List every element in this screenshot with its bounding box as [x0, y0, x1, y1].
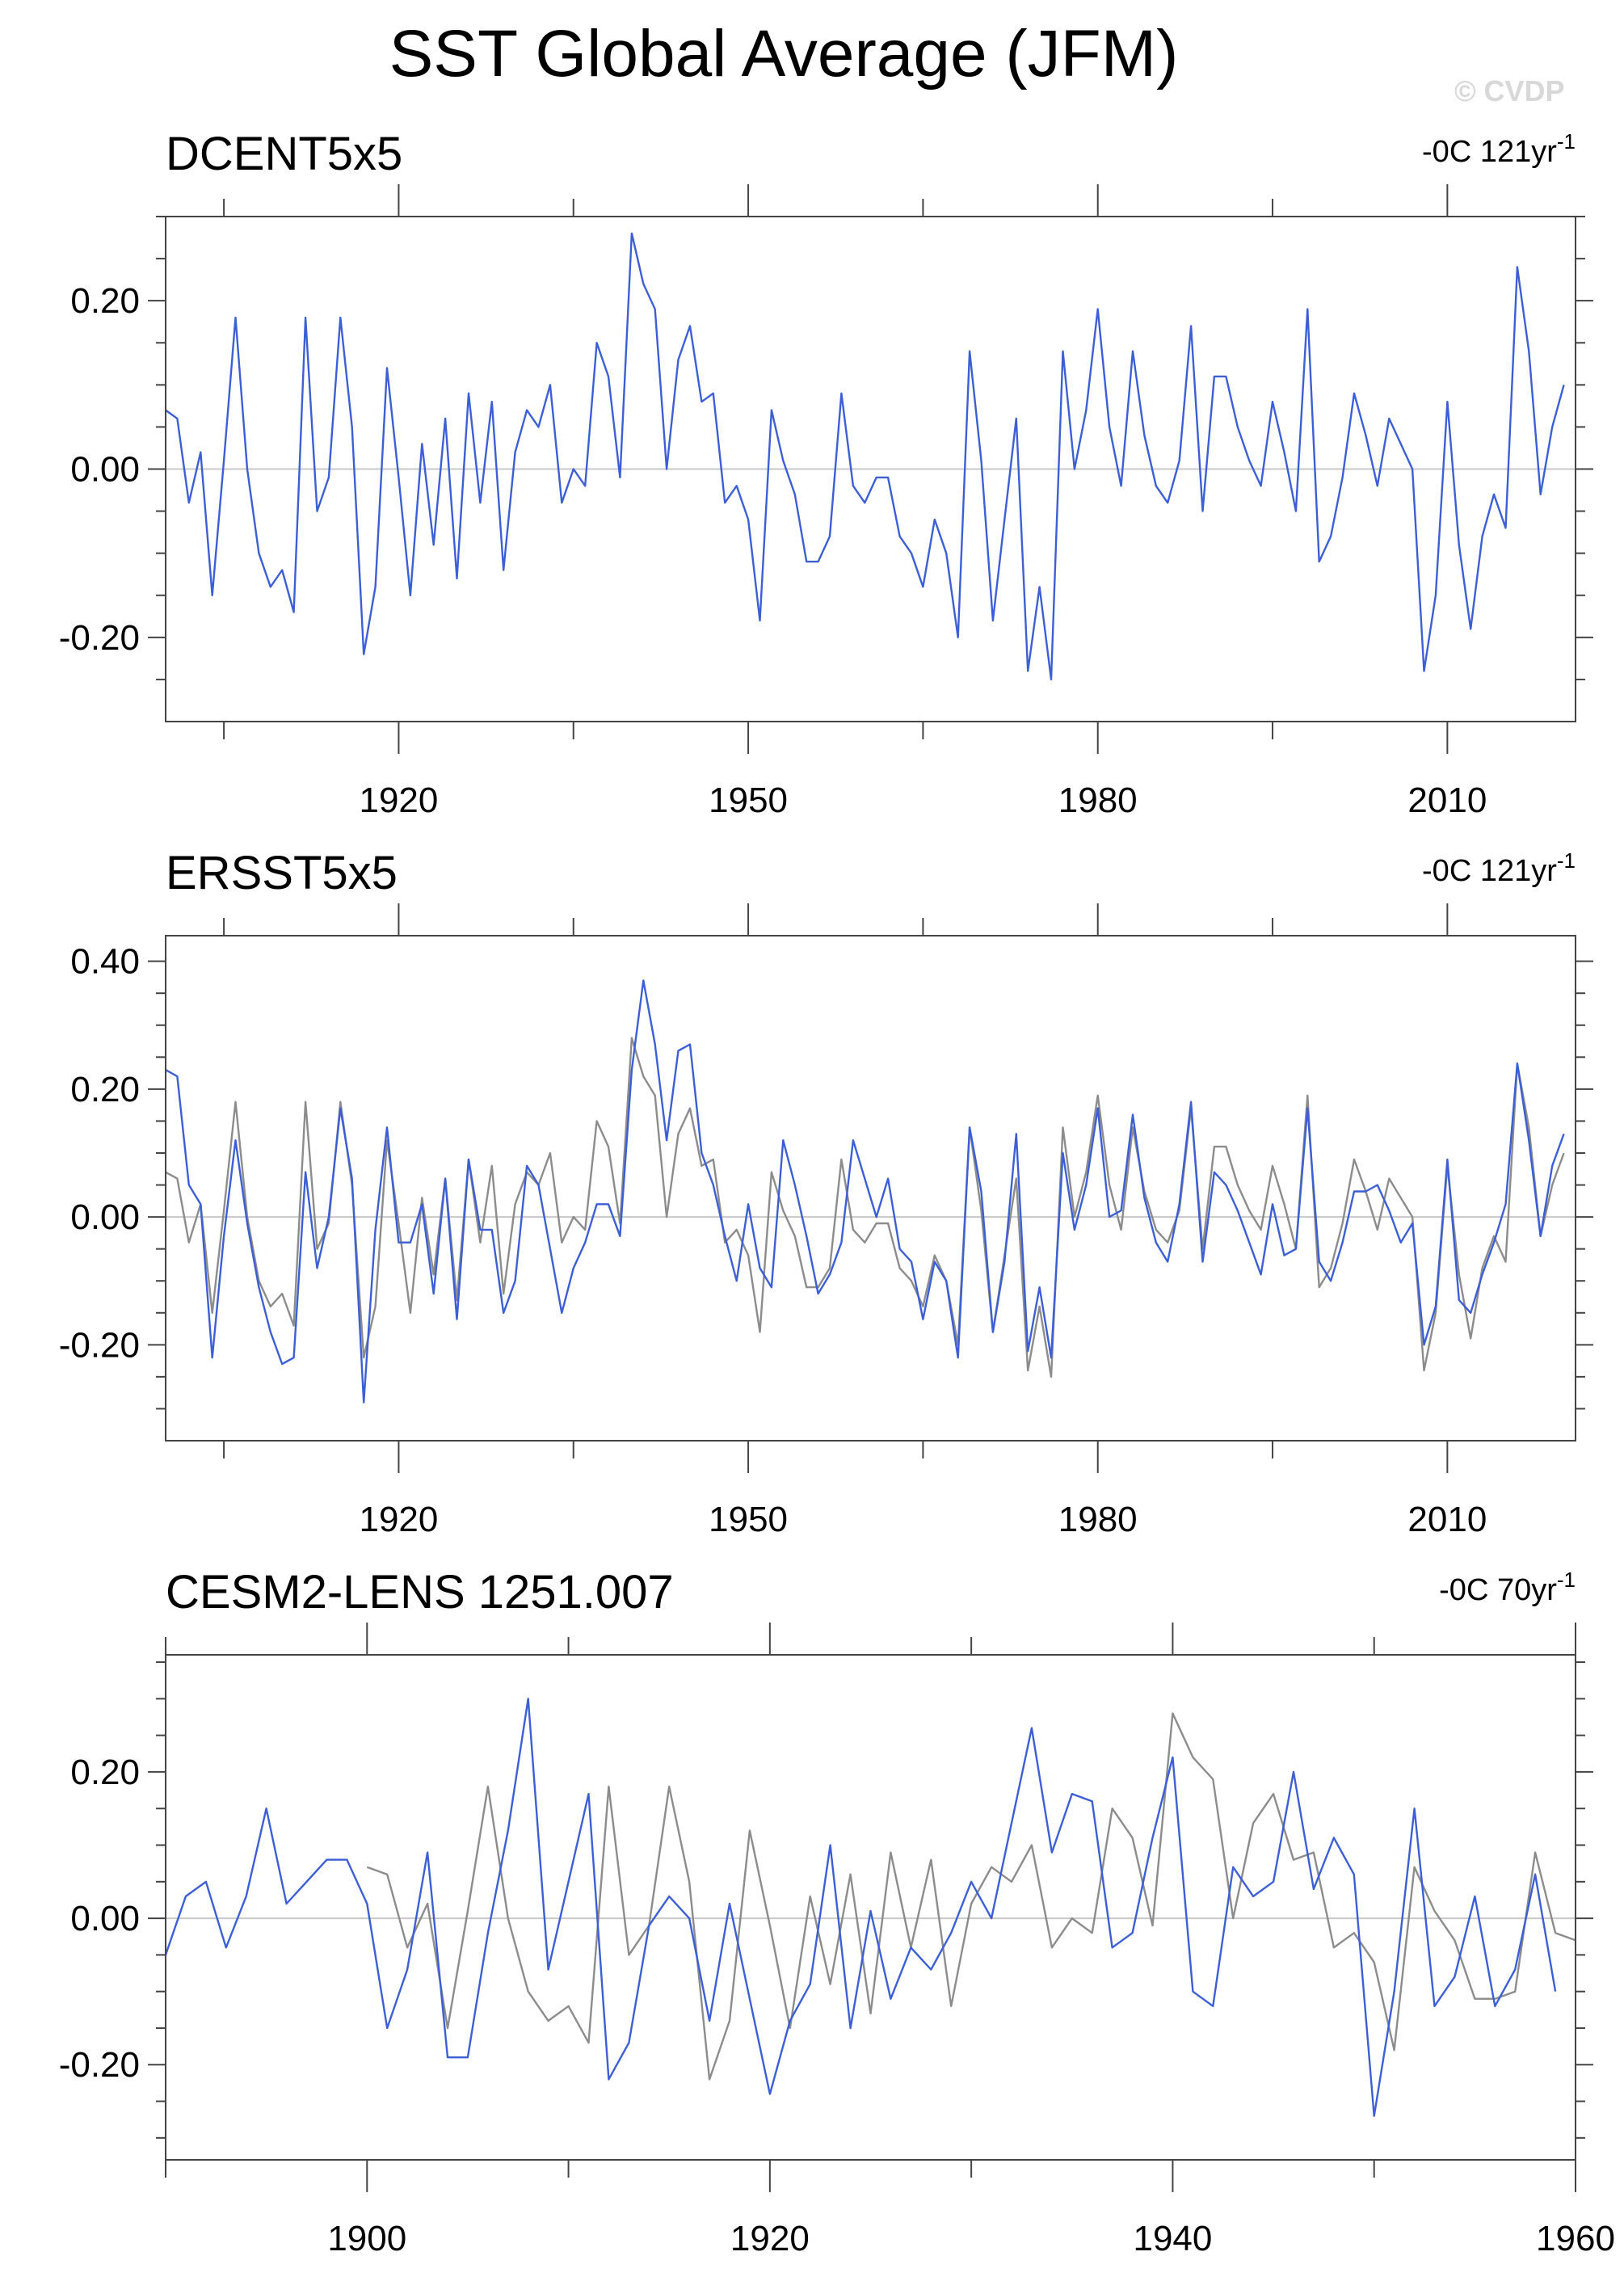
y-tick-label: -0.20 [59, 2045, 140, 2085]
series-line-2 [165, 979, 1565, 1404]
panel-1: DCENT5x5 -0C 121yr-1 -0.20 0.00 0.20 1920 1950… [59, 128, 1593, 820]
x-tick-label: 1900 [327, 2219, 406, 2258]
y-tick-label: 0.20 [70, 1753, 140, 1792]
y-tick-label: 0.20 [70, 281, 140, 321]
x-tick-label: 1920 [359, 1500, 438, 1539]
page-title: SST Global Average (JFM) [389, 17, 1179, 90]
x-tick-label: 1920 [730, 2219, 810, 2258]
panel-label: DCENT5x5 [166, 128, 402, 180]
x-tick-label: 1980 [1058, 781, 1138, 820]
x-tick-label: 2010 [1407, 1500, 1487, 1539]
x-tick-label: 1960 [1536, 2219, 1615, 2258]
x-tick-label: 1920 [359, 781, 438, 820]
series-line-2 [164, 1698, 1557, 2117]
trend-label: -0C 121yr-1 [1422, 848, 1576, 888]
y-tick-label: -0.20 [59, 618, 140, 658]
y-tick-label: -0.20 [59, 1325, 140, 1365]
series-line-1 [366, 1712, 1576, 2081]
x-tick-label: 1980 [1058, 1500, 1138, 1539]
x-tick-label: 1950 [709, 1500, 788, 1539]
y-tick-label: 0.40 [70, 942, 140, 982]
y-tick-label: 0.20 [70, 1070, 140, 1109]
plot-frame [165, 216, 1576, 722]
trend-label: -0C 121yr-1 [1422, 129, 1576, 169]
plot-frame [165, 935, 1576, 1442]
y-tick-label: 0.00 [70, 1197, 140, 1237]
panel-label: ERSST5x5 [166, 847, 398, 899]
x-tick-label: 1950 [709, 781, 788, 820]
plot-frame [165, 1654, 1576, 2161]
series-line-1 [165, 232, 1565, 681]
y-tick-label: 0.00 [70, 450, 140, 490]
panel-label: CESM2-LENS 1251.007 [166, 1566, 674, 1618]
trend-label: -0C 70yr-1 [1439, 1568, 1576, 1607]
x-tick-label: 2010 [1407, 781, 1487, 820]
panel-3: CESM2-LENS 1251.007 -0C 70yr-1 -0.20 0.00 0.… [59, 1566, 1615, 2258]
x-tick-label: 1940 [1133, 2219, 1212, 2258]
panel-2: ERSST5x5 -0C 121yr-1 -0.20 0.00 0.20 0.40 1920… [59, 847, 1593, 1539]
watermark: © CVDP [1454, 74, 1565, 107]
y-tick-label: 0.00 [70, 1899, 140, 1938]
series-line-1 [165, 1037, 1565, 1378]
